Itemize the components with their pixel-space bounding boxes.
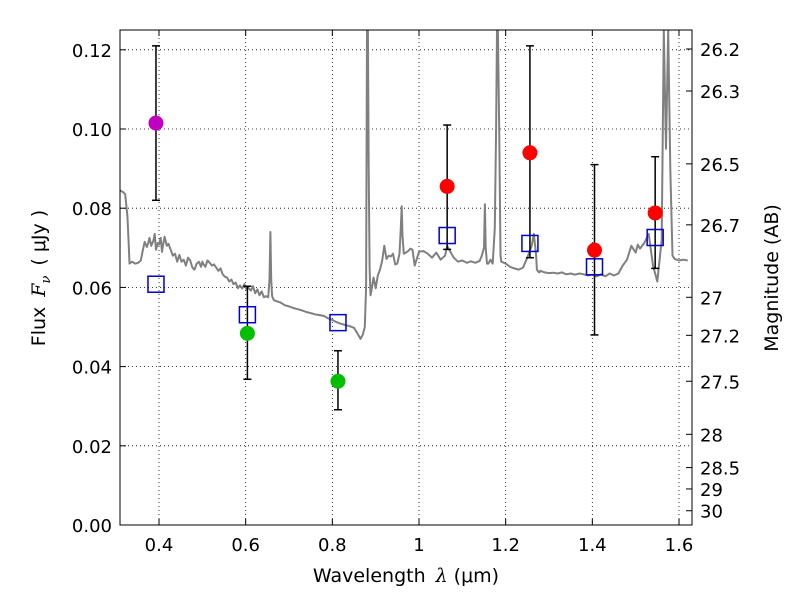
model-point <box>521 234 539 253</box>
model-flux-points <box>147 226 664 332</box>
model-point <box>147 275 165 293</box>
model-point <box>646 228 664 247</box>
plot-area <box>120 30 692 525</box>
y-tick-label: 0.02 <box>72 437 112 458</box>
y-tick-label: 0.00 <box>72 516 112 537</box>
y-tick-label: 0.10 <box>72 120 112 141</box>
magnitude-tick-label: 26.2 <box>700 40 740 61</box>
x-tick-label: 0.8 <box>318 535 347 556</box>
x-tick-label: 1.4 <box>578 535 607 556</box>
observed-point <box>647 205 663 221</box>
model-point <box>438 226 456 245</box>
magnitude-tick-label: 29 <box>700 480 723 501</box>
model-spectrum <box>120 30 688 340</box>
magnitude-tick-label: 27 <box>700 288 723 309</box>
x-tick-label: 0.4 <box>145 535 174 556</box>
observed-point <box>522 145 538 161</box>
y-tick-label: 0.08 <box>72 199 112 220</box>
observed-point <box>330 373 346 389</box>
plot-frame <box>119 29 693 526</box>
magnitude-tick-label: 28 <box>700 425 723 446</box>
magnitude-tick-label: 30 <box>700 502 723 523</box>
y-tick-label: 0.04 <box>72 358 112 379</box>
observed-point <box>439 178 455 194</box>
magnitude-tick-label: 26.3 <box>700 82 740 103</box>
observed-flux-points <box>148 115 663 389</box>
x-axis-ticks: 0.4 0.6 0.8 1 1.2 1.4 1.6 <box>145 30 694 556</box>
x-tick-label: 1 <box>413 535 424 556</box>
magnitude-axis-label: Magnitude (AB) <box>761 204 783 352</box>
x-axis-label: Wavelength λ (μm) <box>313 565 499 587</box>
y-tick-label: 0.12 <box>72 41 112 62</box>
observed-point <box>239 325 255 341</box>
y-axis-label: FluxFν( μJy ) <box>28 210 54 346</box>
model-point <box>585 258 604 276</box>
y-axis-ticks: 0.00 0.02 0.04 0.06 0.08 0.10 0.12 <box>72 41 126 537</box>
magnitude-tick-label: 26.7 <box>700 216 740 237</box>
model-point <box>238 305 257 324</box>
magnitude-tick-label: 27.2 <box>700 326 740 347</box>
magnitude-tick-label: 28.5 <box>700 459 740 480</box>
observed-point <box>587 242 602 258</box>
magnitude-tick-label: 26.5 <box>700 155 740 176</box>
x-tick-label: 1.2 <box>491 535 520 556</box>
observed-point <box>148 115 164 131</box>
spectrum-line <box>120 30 688 340</box>
x-tick-label: 1.6 <box>665 535 694 556</box>
x-tick-label: 0.6 <box>231 535 260 556</box>
model-point <box>329 313 347 332</box>
y-tick-label: 0.06 <box>72 278 112 299</box>
magnitude-tick-label: 27.5 <box>700 372 740 393</box>
